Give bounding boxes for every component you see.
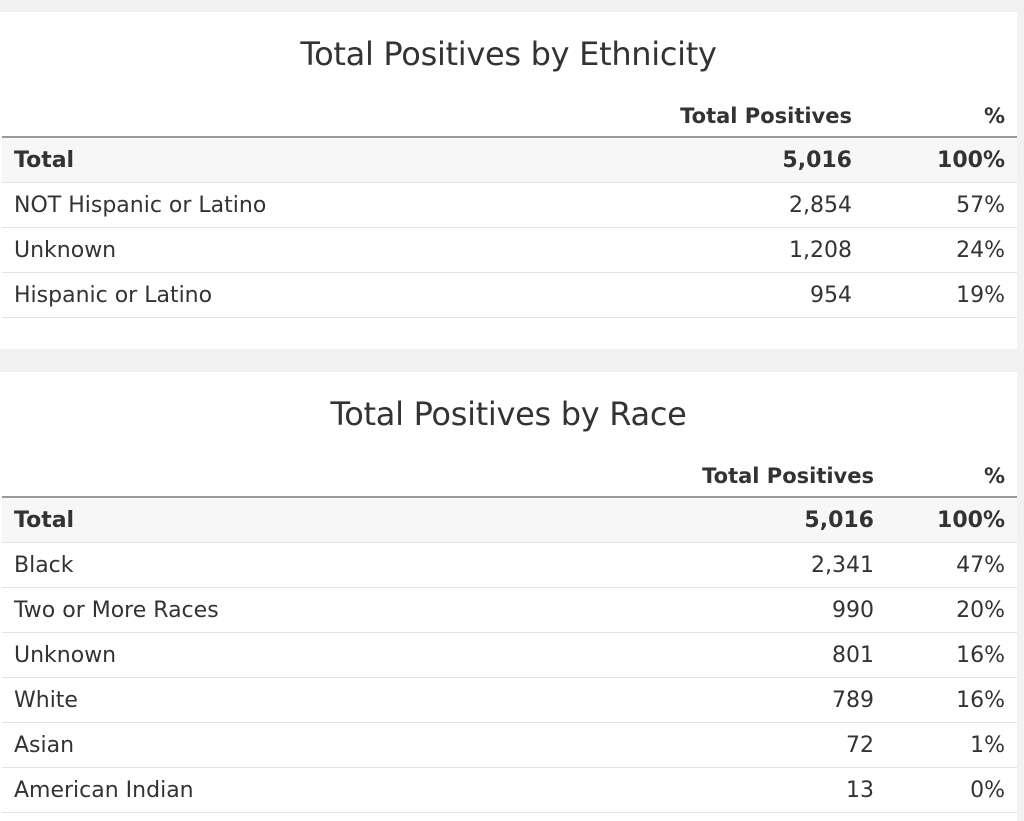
row-percent: 19%	[864, 272, 1017, 318]
row-count: 1,208	[542, 227, 864, 273]
race-title: Total Positives by Race	[330, 395, 687, 433]
table-row: Unknown 801 16%	[2, 632, 1017, 678]
row-count: 801	[542, 632, 886, 678]
table-row: American Indian 13 0%	[2, 767, 1017, 813]
row-count: 990	[542, 587, 886, 633]
table-row: Two or More Races 990 20%	[2, 587, 1017, 633]
header-percent: %	[864, 96, 1017, 138]
header-percent: %	[886, 456, 1017, 498]
header-total-positives: Total Positives	[542, 96, 864, 138]
header-label	[2, 456, 542, 498]
header-total-positives: Total Positives	[542, 456, 886, 498]
table-row: Unknown 1,208 24%	[2, 227, 1017, 273]
table-row-total: Total 5,016 100%	[2, 497, 1017, 543]
row-percent: 47%	[886, 542, 1017, 588]
row-percent: 100%	[886, 497, 1017, 543]
row-count: 789	[542, 677, 886, 723]
ethnicity-table: Total Positives % Total 5,016 100% NOT H…	[2, 96, 1017, 318]
table-row: NOT Hispanic or Latino 2,854 57%	[2, 182, 1017, 228]
row-percent: 1%	[886, 722, 1017, 768]
row-percent: 16%	[886, 632, 1017, 678]
table-row-total: Total 5,016 100%	[2, 137, 1017, 183]
table-header-row: Total Positives %	[2, 456, 1017, 498]
table-row: White 789 16%	[2, 677, 1017, 723]
row-count: 2,341	[542, 542, 886, 588]
row-label: Total	[2, 497, 542, 543]
table-row: Asian 72 1%	[2, 722, 1017, 768]
row-count: 954	[542, 272, 864, 318]
ethnicity-panel: Total Positives by Ethnicity Total Posit…	[0, 12, 1017, 349]
row-percent: 16%	[886, 677, 1017, 723]
row-label: Unknown	[2, 227, 542, 273]
row-label: Total	[2, 137, 542, 183]
ethnicity-title: Total Positives by Ethnicity	[300, 35, 717, 73]
row-count: 72	[542, 722, 886, 768]
race-panel: Total Positives by Race Total Positives …	[0, 372, 1017, 821]
row-label: Hispanic or Latino	[2, 272, 542, 318]
row-label: White	[2, 677, 542, 723]
row-label: Unknown	[2, 632, 542, 678]
row-count: 13	[542, 767, 886, 813]
row-percent: 24%	[864, 227, 1017, 273]
row-label: Asian	[2, 722, 542, 768]
table-row: Hispanic or Latino 954 19%	[2, 272, 1017, 318]
row-percent: 100%	[864, 137, 1017, 183]
row-label: Black	[2, 542, 542, 588]
table-row: Black 2,341 47%	[2, 542, 1017, 588]
row-percent: 57%	[864, 182, 1017, 228]
row-label: Two or More Races	[2, 587, 542, 633]
row-percent: 0%	[886, 767, 1017, 813]
row-count: 2,854	[542, 182, 864, 228]
row-percent: 20%	[886, 587, 1017, 633]
row-label: American Indian	[2, 767, 542, 813]
header-label	[2, 96, 542, 138]
table-header-row: Total Positives %	[2, 96, 1017, 138]
row-label: NOT Hispanic or Latino	[2, 182, 542, 228]
row-count: 5,016	[542, 497, 886, 543]
race-table: Total Positives % Total 5,016 100% Black…	[2, 456, 1017, 813]
row-count: 5,016	[542, 137, 864, 183]
